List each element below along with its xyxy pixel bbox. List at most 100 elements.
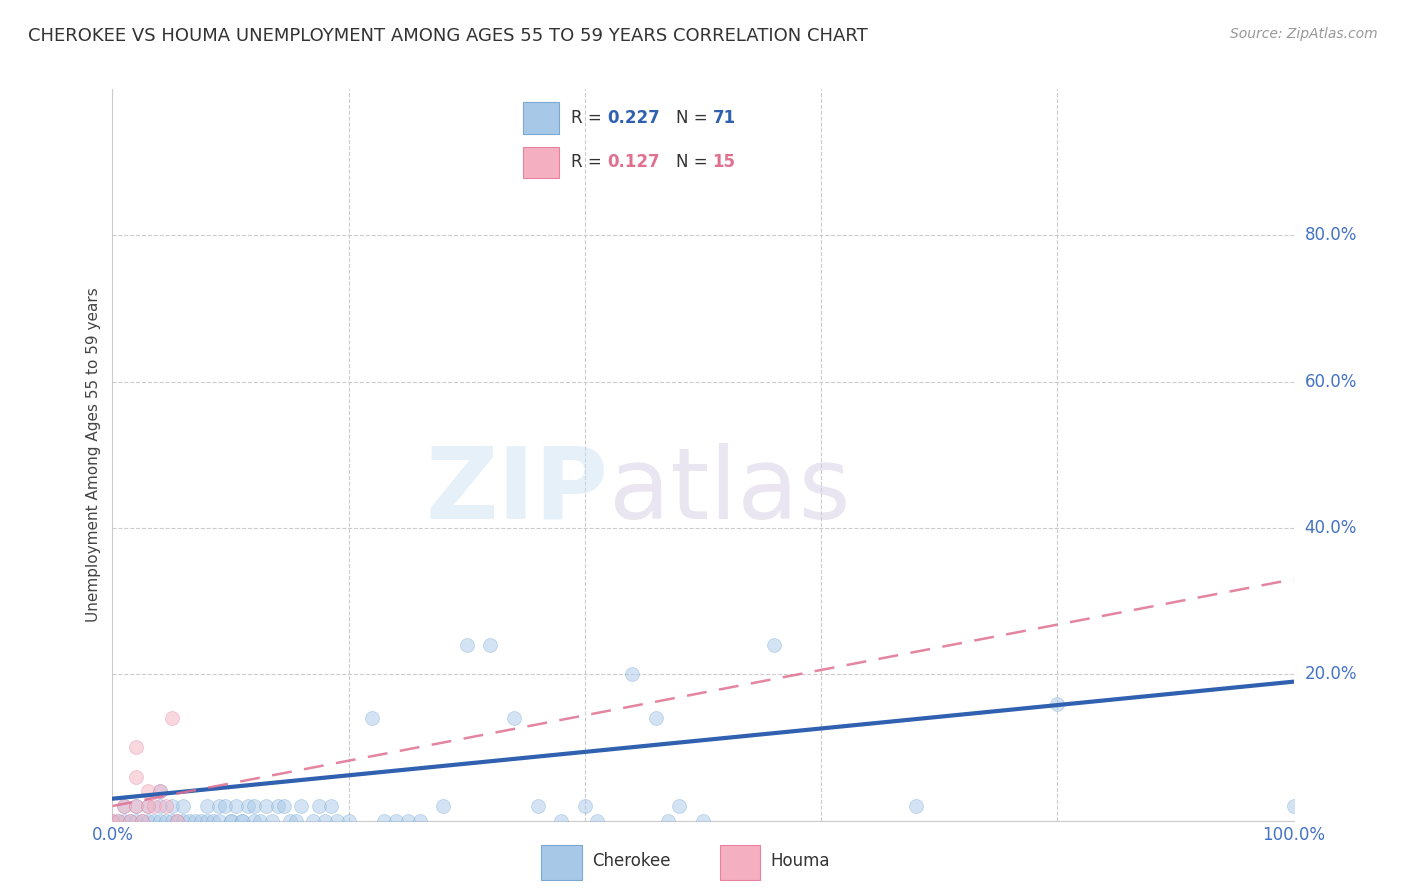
Point — [762, 638, 785, 652]
Point — [107, 814, 129, 828]
Point — [238, 799, 260, 814]
Text: 0.227: 0.227 — [607, 109, 661, 127]
Point — [172, 814, 194, 828]
Point — [101, 814, 124, 828]
Point — [361, 711, 384, 725]
FancyBboxPatch shape — [541, 845, 582, 880]
Point — [112, 814, 135, 828]
Point — [243, 814, 266, 828]
Point — [184, 814, 207, 828]
Text: Source: ZipAtlas.com: Source: ZipAtlas.com — [1230, 27, 1378, 41]
Point — [456, 638, 478, 652]
Point — [904, 799, 927, 814]
Point — [208, 799, 231, 814]
Point — [1282, 799, 1305, 814]
Point — [396, 814, 419, 828]
Point — [179, 814, 201, 828]
Point — [408, 814, 430, 828]
Point — [214, 799, 236, 814]
Point — [326, 814, 349, 828]
Point — [479, 638, 502, 652]
Point — [166, 814, 188, 828]
Text: N =: N = — [676, 153, 713, 171]
Point — [273, 799, 295, 814]
Point — [267, 799, 290, 814]
Text: 20.0%: 20.0% — [1305, 665, 1357, 683]
Point — [373, 814, 395, 828]
Point — [120, 814, 142, 828]
Point — [125, 770, 148, 784]
Point — [149, 784, 172, 798]
Point — [668, 799, 690, 814]
Point — [550, 814, 572, 828]
Point — [166, 814, 188, 828]
Point — [107, 814, 129, 828]
Point — [131, 814, 153, 828]
Text: CHEROKEE VS HOUMA UNEMPLOYMENT AMONG AGES 55 TO 59 YEARS CORRELATION CHART: CHEROKEE VS HOUMA UNEMPLOYMENT AMONG AGE… — [28, 27, 868, 45]
Point — [195, 799, 218, 814]
Point — [644, 711, 666, 725]
Point — [1046, 697, 1069, 711]
Point — [585, 814, 607, 828]
Point — [308, 799, 330, 814]
Text: atlas: atlas — [609, 443, 851, 540]
Point — [254, 799, 277, 814]
Point — [155, 814, 177, 828]
Text: Houma: Houma — [770, 852, 830, 870]
Point — [657, 814, 679, 828]
Point — [219, 814, 242, 828]
Point — [136, 814, 159, 828]
FancyBboxPatch shape — [523, 103, 560, 134]
Point — [112, 799, 135, 814]
Point — [125, 740, 148, 755]
Point — [290, 799, 312, 814]
Text: 40.0%: 40.0% — [1305, 519, 1357, 537]
Point — [149, 784, 172, 798]
Point — [142, 799, 165, 814]
Point — [160, 814, 183, 828]
Point — [526, 799, 548, 814]
Point — [136, 799, 159, 814]
Text: N =: N = — [676, 109, 713, 127]
Point — [149, 814, 172, 828]
Point — [249, 814, 271, 828]
Point — [125, 814, 148, 828]
Point — [432, 799, 454, 814]
Point — [125, 799, 148, 814]
Point — [319, 799, 342, 814]
Point — [314, 814, 336, 828]
Point — [160, 711, 183, 725]
Point — [574, 799, 596, 814]
Point — [225, 799, 247, 814]
Point — [243, 799, 266, 814]
Point — [385, 814, 408, 828]
Text: 71: 71 — [713, 109, 735, 127]
Text: 80.0%: 80.0% — [1305, 227, 1357, 244]
Text: R =: R = — [571, 153, 607, 171]
Point — [190, 814, 212, 828]
Point — [101, 814, 124, 828]
Point — [160, 799, 183, 814]
Point — [278, 814, 301, 828]
Point — [136, 799, 159, 814]
FancyBboxPatch shape — [720, 845, 761, 880]
Y-axis label: Unemployment Among Ages 55 to 59 years: Unemployment Among Ages 55 to 59 years — [86, 287, 101, 623]
Point — [172, 799, 194, 814]
Point — [131, 814, 153, 828]
Text: 15: 15 — [713, 153, 735, 171]
Point — [621, 667, 644, 681]
Point — [112, 799, 135, 814]
Point — [149, 799, 172, 814]
Point — [219, 814, 242, 828]
Point — [136, 784, 159, 798]
Point — [284, 814, 307, 828]
Point — [208, 814, 231, 828]
Point — [142, 814, 165, 828]
Point — [692, 814, 714, 828]
Point — [337, 814, 360, 828]
Point — [302, 814, 325, 828]
FancyBboxPatch shape — [523, 147, 560, 178]
Text: R =: R = — [571, 109, 607, 127]
Point — [195, 814, 218, 828]
Point — [201, 814, 224, 828]
